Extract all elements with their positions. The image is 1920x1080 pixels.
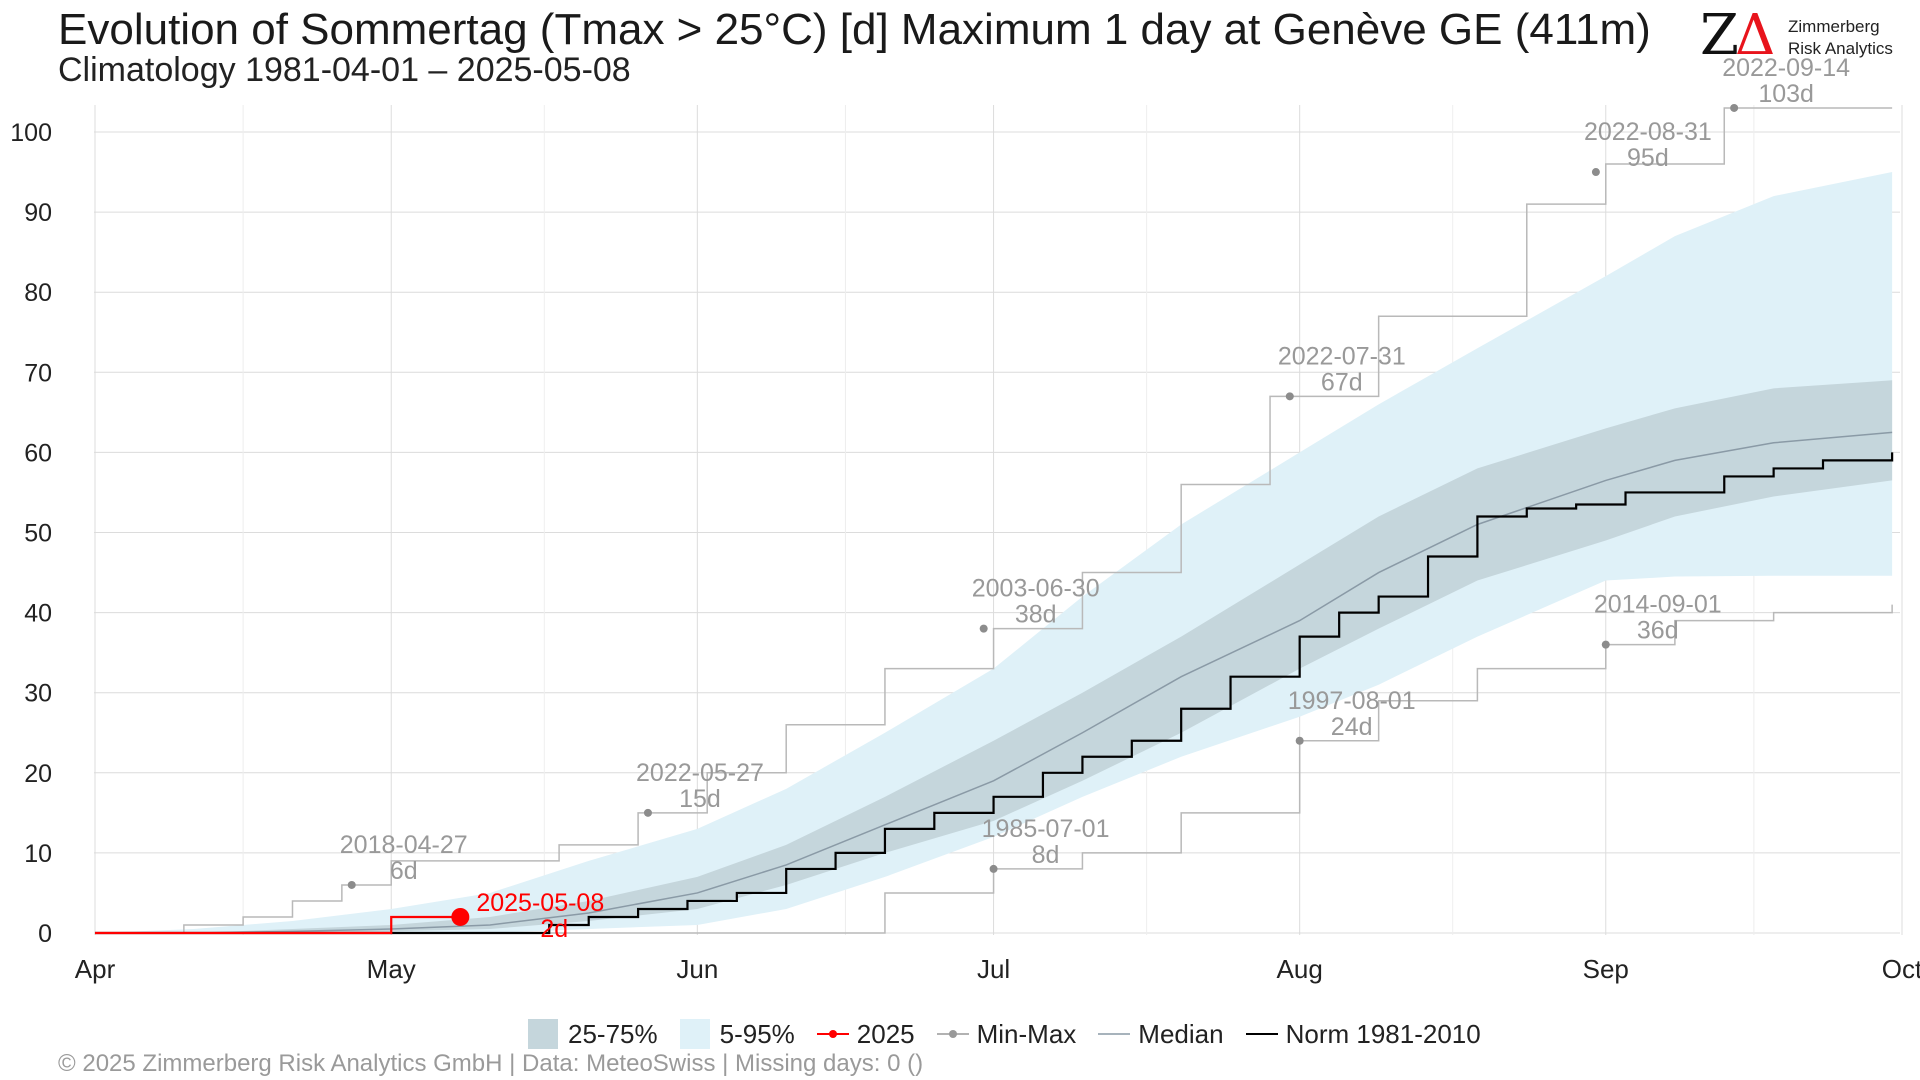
legend-item-median: Median: [1098, 1018, 1224, 1050]
annotation-point: [1730, 103, 1739, 112]
legend-item-iqr: 25-75%: [528, 1019, 658, 1050]
x-tick-label: Jul: [977, 954, 1010, 984]
annotation-date: 1997-08-01: [1288, 687, 1416, 715]
legend-item-p5-95: 5-95%: [679, 1018, 795, 1050]
annotation-date: 2018-04-27: [340, 831, 468, 859]
annotation-value: 15d: [679, 785, 721, 813]
series-norm: [95, 452, 1894, 935]
legend-label-min-max: Min-Max: [976, 1018, 1077, 1049]
y-tick-label: 60: [24, 439, 52, 467]
annotation-point: [1601, 640, 1610, 649]
annotation-value: 103d: [1758, 80, 1814, 108]
y-tick-label: 100: [10, 119, 52, 147]
chart-legend: 25-75% 5-95% 2025 Min-Max Median Norm 19…: [528, 1014, 1503, 1054]
annotation-point: [1285, 392, 1294, 401]
logo-delta: Δ: [1734, 3, 1776, 68]
legend-glyph-2025: [816, 1030, 849, 1038]
annotation-point: [347, 880, 356, 889]
line-layer: [95, 107, 1894, 935]
axis-layer: 0 10 20 30 40 50 60 70 80 90 100 Apr May Jun Jul Aug Sep…: [10, 119, 1920, 984]
series-max: [95, 107, 1893, 934]
legend-item-min-max: Min-Max: [936, 1018, 1077, 1050]
annotation-value: 8d: [1032, 841, 1060, 869]
annotation-value: 6d: [390, 857, 418, 885]
annotation-value: 2d: [540, 915, 568, 943]
annotation-date: 2025-05-08: [476, 889, 604, 917]
y-tick-label: 30: [24, 680, 52, 708]
chart-subtitle: Climatology 1981-04-01 – 2025-05-08: [58, 51, 631, 89]
series-min: [95, 604, 1893, 934]
annotation-point: [979, 624, 988, 633]
x-tick-label: May: [367, 954, 416, 984]
annotation-value: 38d: [1015, 601, 1057, 629]
legend-label-iqr: 25-75%: [568, 1018, 658, 1049]
chart-title: Evolution of Sommertag (Tmax > 25°C) [d]…: [58, 5, 1651, 54]
annotation-value: 67d: [1321, 368, 1363, 396]
legend-label-median: Median: [1138, 1018, 1224, 1049]
annotation-date: 1985-07-01: [982, 815, 1110, 843]
legend-swatch-p5-95: [679, 1019, 710, 1049]
annotation-date: 2022-09-14: [1722, 54, 1850, 82]
annotation-point: [451, 907, 470, 926]
legend-label-2025: 2025: [856, 1018, 915, 1049]
company-logo: ZΔ Zimmerberg Risk Analytics: [1700, 8, 1910, 64]
y-tick-label: 90: [24, 199, 52, 227]
logo-z: Z: [1700, 3, 1739, 68]
annotation-date: 2014-09-01: [1594, 591, 1722, 619]
x-tick-label: Jun: [676, 954, 718, 984]
legend-label-p5-95: 5-95%: [719, 1018, 795, 1049]
annotation-point: [1295, 736, 1304, 745]
legend-glyph-min-max: [936, 1030, 969, 1038]
logo-line-2: Risk Analytics: [1788, 39, 1893, 58]
y-tick-label: 70: [24, 359, 52, 387]
chart-svg: 0 10 20 30 40 50 60 70 80 90 100 Apr May Jun Jul Aug Sep…: [10, 54, 1920, 984]
x-tick-label: Apr: [75, 954, 116, 984]
logo-line-1: Zimmerberg: [1788, 17, 1880, 36]
x-tick-label: Sep: [1583, 954, 1629, 984]
legend-glyph-norm: [1245, 1033, 1278, 1035]
legend-item-2025: 2025: [816, 1018, 915, 1050]
annotation-date: 2022-08-31: [1584, 118, 1712, 146]
annotation-date: 2003-06-30: [972, 575, 1100, 603]
annotation-value: 95d: [1627, 144, 1669, 172]
y-tick-label: 40: [24, 600, 52, 628]
annotation-point: [1591, 168, 1600, 177]
logo-text: Zimmerberg Risk Analytics: [1788, 16, 1893, 60]
y-tick-label: 80: [24, 279, 52, 307]
annotation-date: 2022-07-31: [1278, 342, 1406, 370]
logo-mark: ZΔ: [1700, 8, 1775, 64]
x-tick-label: Aug: [1277, 954, 1323, 984]
annotation-date: 2022-05-27: [636, 759, 764, 787]
y-tick-label: 50: [24, 520, 52, 548]
legend-swatch-iqr: [528, 1019, 558, 1049]
legend-item-norm: Norm 1981-2010: [1245, 1018, 1481, 1050]
y-tick-label: 10: [24, 840, 52, 868]
annotation-value: 24d: [1331, 713, 1373, 741]
annotation-point: [989, 864, 998, 873]
footer-credit: © 2025 Zimmerberg Risk Analytics GmbH | …: [58, 1050, 924, 1077]
annotation-value: 36d: [1637, 617, 1679, 645]
x-tick-label: Oct: [1882, 954, 1920, 984]
legend-label-norm: Norm 1981-2010: [1285, 1018, 1481, 1049]
legend-glyph-median: [1098, 1033, 1131, 1035]
y-tick-label: 20: [24, 760, 52, 788]
annotation-point: [643, 808, 652, 817]
y-tick-label: 0: [38, 920, 52, 948]
band-25-75: [95, 380, 1893, 933]
